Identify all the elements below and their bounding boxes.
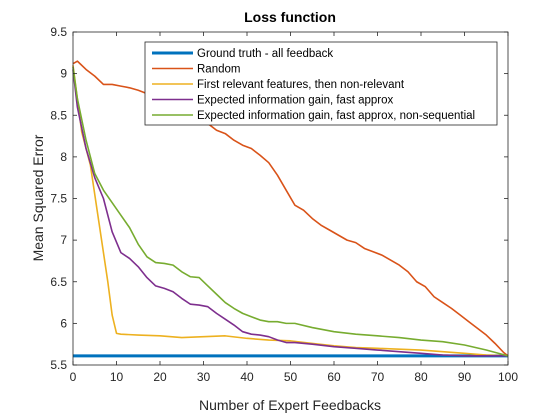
legend-label-4: Expected information gain, fast approx, … [197,110,475,122]
x-tick-label: 60 [327,370,341,384]
x-tick-label: 10 [110,370,124,384]
legend-label-1: Random [197,64,240,76]
chart-title: Loss function [244,9,336,25]
x-tick-label: 40 [240,370,254,384]
y-tick-label: 6.5 [50,275,67,289]
y-axis-label: Mean Squared Error [30,134,46,261]
y-tick-label: 9.5 [50,25,67,39]
x-tick-label: 50 [284,370,298,384]
legend-label-2: First relevant features, then non-releva… [197,79,405,91]
y-tick-label: 7.5 [50,192,67,206]
x-tick-label: 70 [371,370,385,384]
y-tick-label: 8 [60,150,67,164]
x-tick-label: 20 [153,370,167,384]
x-tick-label: 0 [70,370,77,384]
y-tick-label: 6 [60,316,67,330]
x-axis-label: Number of Expert Feedbacks [199,397,381,413]
y-tick-label: 8.5 [50,108,67,122]
x-tick-label: 30 [197,370,211,384]
legend-label-3: Expected information gain, fast approx [197,95,394,107]
x-tick-label: 100 [498,370,518,384]
x-tick-label: 80 [414,370,428,384]
y-tick-label: 9 [60,67,67,81]
y-tick-label: 5.5 [50,358,67,372]
y-tick-label: 7 [60,233,67,247]
legend: Ground truth - all feedback Random First r… [145,42,497,125]
legend-label-0: Ground truth - all feedback [197,48,333,60]
x-tick-label: 90 [458,370,472,384]
